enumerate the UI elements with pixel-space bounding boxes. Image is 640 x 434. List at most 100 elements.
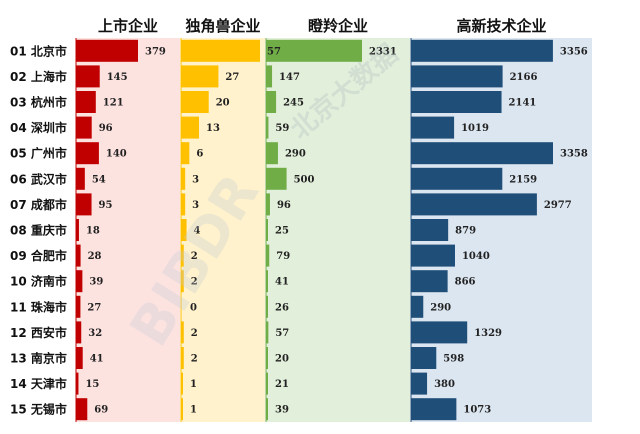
value-label-2-11: 0 <box>190 302 197 313</box>
bar-4-3 <box>411 91 502 113</box>
value-label-2-1: 57 <box>267 46 281 57</box>
category-label: 13 南京市 <box>10 351 67 366</box>
bar-3-11 <box>266 295 268 318</box>
value-label-3-7: 96 <box>277 200 291 211</box>
bar-1-15 <box>76 398 88 421</box>
bar-2-10 <box>181 270 184 293</box>
bar-3-13 <box>266 347 268 369</box>
panel-background-3 <box>266 38 410 422</box>
category-label: 03 杭州市 <box>10 95 67 110</box>
bar-2-15 <box>181 398 183 421</box>
category-label: 05 广州市 <box>10 146 67 161</box>
bar-3-5 <box>266 142 278 165</box>
value-label-1-3: 121 <box>103 98 124 109</box>
category-label: 15 无锡市 <box>10 402 67 417</box>
value-label-1-4: 96 <box>99 123 113 134</box>
bar-1-4 <box>76 116 92 139</box>
value-label-4-10: 866 <box>455 277 476 288</box>
bar-4-4 <box>411 116 455 139</box>
value-label-4-14: 380 <box>434 379 455 390</box>
category-label: 08 重庆市 <box>10 223 67 238</box>
bar-2-8 <box>181 219 187 241</box>
value-label-2-9: 2 <box>191 251 198 262</box>
bar-2-1 <box>181 39 260 62</box>
bar-4-12 <box>411 321 468 344</box>
value-label-4-1: 3356 <box>560 46 588 57</box>
series-header-1: 上市企业 <box>98 17 158 35</box>
bar-1-12 <box>76 321 82 344</box>
bar-3-4 <box>266 116 269 139</box>
category-label: 09 合肥市 <box>10 248 67 263</box>
value-label-1-13: 41 <box>90 354 104 365</box>
bar-3-7 <box>266 193 270 216</box>
category-label: 12 西安市 <box>10 325 67 340</box>
category-label: 01 北京市 <box>10 43 67 58</box>
value-label-3-1: 2331 <box>369 46 397 57</box>
bar-4-2 <box>411 65 503 88</box>
bar-2-7 <box>181 193 186 216</box>
bars <box>76 39 553 421</box>
value-label-3-12: 57 <box>275 328 289 339</box>
category-label: 14 天津市 <box>10 376 67 391</box>
value-label-1-14: 15 <box>85 379 99 390</box>
value-label-3-4: 59 <box>275 123 289 134</box>
value-label-4-7: 2977 <box>544 200 572 211</box>
bar-1-6 <box>76 167 85 190</box>
value-label-3-10: 41 <box>275 277 289 288</box>
value-label-1-10: 39 <box>89 277 103 288</box>
bar-1-3 <box>76 91 96 113</box>
series-header-2: 独角兽企业 <box>185 17 260 35</box>
bar-3-3 <box>266 91 277 113</box>
value-label-1-1: 379 <box>145 46 166 57</box>
bar-4-15 <box>411 398 457 421</box>
bar-1-1 <box>76 39 138 62</box>
bar-3-6 <box>266 167 287 190</box>
value-label-4-13: 598 <box>443 354 464 365</box>
value-label-2-12: 2 <box>191 328 198 339</box>
value-label-3-15: 39 <box>275 405 289 416</box>
bar-2-9 <box>181 244 184 267</box>
category-label: 10 济南市 <box>10 274 67 289</box>
value-label-4-12: 1329 <box>474 328 502 339</box>
bar-4-10 <box>411 270 448 293</box>
value-label-2-4: 13 <box>206 123 220 134</box>
value-label-3-5: 290 <box>285 149 306 160</box>
bar-2-12 <box>181 321 184 344</box>
bar-2-5 <box>181 142 190 165</box>
bar-3-10 <box>266 270 268 293</box>
bar-1-2 <box>76 65 100 88</box>
value-label-2-3: 20 <box>216 98 230 109</box>
value-label-1-9: 28 <box>88 251 102 262</box>
bar-3-14 <box>266 372 268 395</box>
bar-4-5 <box>411 142 553 165</box>
value-label-3-8: 25 <box>275 226 289 237</box>
value-label-3-2: 147 <box>279 72 300 83</box>
value-label-3-6: 500 <box>294 174 315 185</box>
value-label-2-10: 2 <box>191 277 198 288</box>
bar-4-14 <box>411 372 428 395</box>
value-label-4-11: 290 <box>430 302 451 313</box>
value-label-4-9: 1040 <box>462 251 490 262</box>
bar-3-15 <box>266 398 268 421</box>
bar-1-9 <box>76 244 81 267</box>
value-label-4-4: 1019 <box>461 123 489 134</box>
value-label-1-6: 54 <box>92 174 106 185</box>
value-label-2-6: 3 <box>192 174 199 185</box>
bar-2-3 <box>181 91 209 113</box>
series-header-4: 高新技术企业 <box>456 17 546 35</box>
bar-1-7 <box>76 193 92 216</box>
value-label-1-8: 18 <box>86 226 100 237</box>
value-label-4-8: 879 <box>455 226 476 237</box>
value-label-2-8: 4 <box>194 226 201 237</box>
bar-4-11 <box>411 295 424 318</box>
value-label-3-3: 245 <box>283 98 304 109</box>
bar-4-9 <box>411 244 455 267</box>
bar-1-5 <box>76 142 99 165</box>
value-label-3-14: 21 <box>275 379 289 390</box>
value-label-2-2: 27 <box>225 72 239 83</box>
category-label: 02 上海市 <box>10 69 67 84</box>
category-label: 06 武汉市 <box>10 171 67 186</box>
bar-1-13 <box>76 347 83 369</box>
value-label-1-11: 27 <box>87 302 101 313</box>
